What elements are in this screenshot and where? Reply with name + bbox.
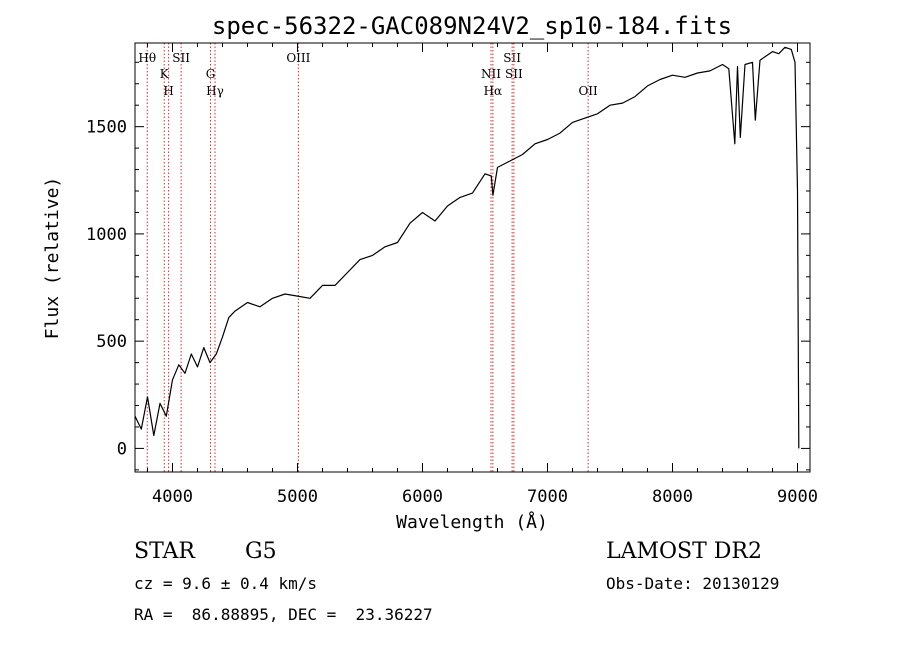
- spectrum-chart: spec-56322-GAC089N24V2_sp10-184.fits Hθ K…: [42, 12, 818, 533]
- line-marker-label: H: [163, 84, 173, 98]
- x-tick-label: 6000: [402, 487, 443, 507]
- y-tick-label: 0: [117, 439, 127, 459]
- x-tick-label: 8000: [652, 487, 693, 507]
- x-tick-label: 4000: [152, 487, 193, 507]
- line-marker-label: Hα: [484, 84, 503, 98]
- object-class: STAR: [134, 539, 195, 564]
- line-marker-label: Hθ: [138, 51, 156, 65]
- survey-name: LAMOST DR2: [606, 539, 762, 564]
- line-marker-label: G: [206, 67, 216, 81]
- y-axis-label: Flux (relative): [42, 177, 63, 340]
- line-marker-label: NII: [481, 67, 501, 81]
- x-tick-label: 9000: [777, 487, 818, 507]
- chart-title: spec-56322-GAC089N24V2_sp10-184.fits: [212, 12, 732, 40]
- x-tick-label: 7000: [527, 487, 568, 507]
- observation-date: Obs-Date: 20130129: [606, 574, 780, 593]
- y-tick-label: 500: [96, 332, 127, 352]
- y-tick-label: 1500: [86, 118, 127, 138]
- spectrum-line: [134, 46, 800, 449]
- line-marker-label: SII: [505, 67, 523, 81]
- line-marker-label: Hγ: [206, 84, 224, 98]
- plot-frame: [134, 42, 811, 473]
- spectrum-series: [134, 46, 800, 449]
- y-tick-label: 1000: [86, 225, 127, 245]
- x-tick-label: 5000: [277, 487, 318, 507]
- y-axis: 0 500 1000 1500: [86, 61, 810, 471]
- line-marker-label: K: [160, 67, 170, 81]
- line-marker-label: OII: [578, 84, 598, 98]
- spectral-subclass: G5: [245, 539, 277, 564]
- line-marker-label: SII: [503, 51, 521, 65]
- redshift-velocity: cz = 9.6 ± 0.4 km/s: [134, 574, 318, 593]
- line-marker-label: SII: [172, 51, 190, 65]
- line-marker-label: OIII: [286, 51, 310, 65]
- x-axis: 4000 5000 6000 7000 8000 9000: [147, 43, 818, 507]
- x-axis-label: Wavelength (Å): [396, 511, 548, 533]
- ra-dec-coordinates: RA = 86.88895, DEC = 23.36227: [134, 605, 433, 624]
